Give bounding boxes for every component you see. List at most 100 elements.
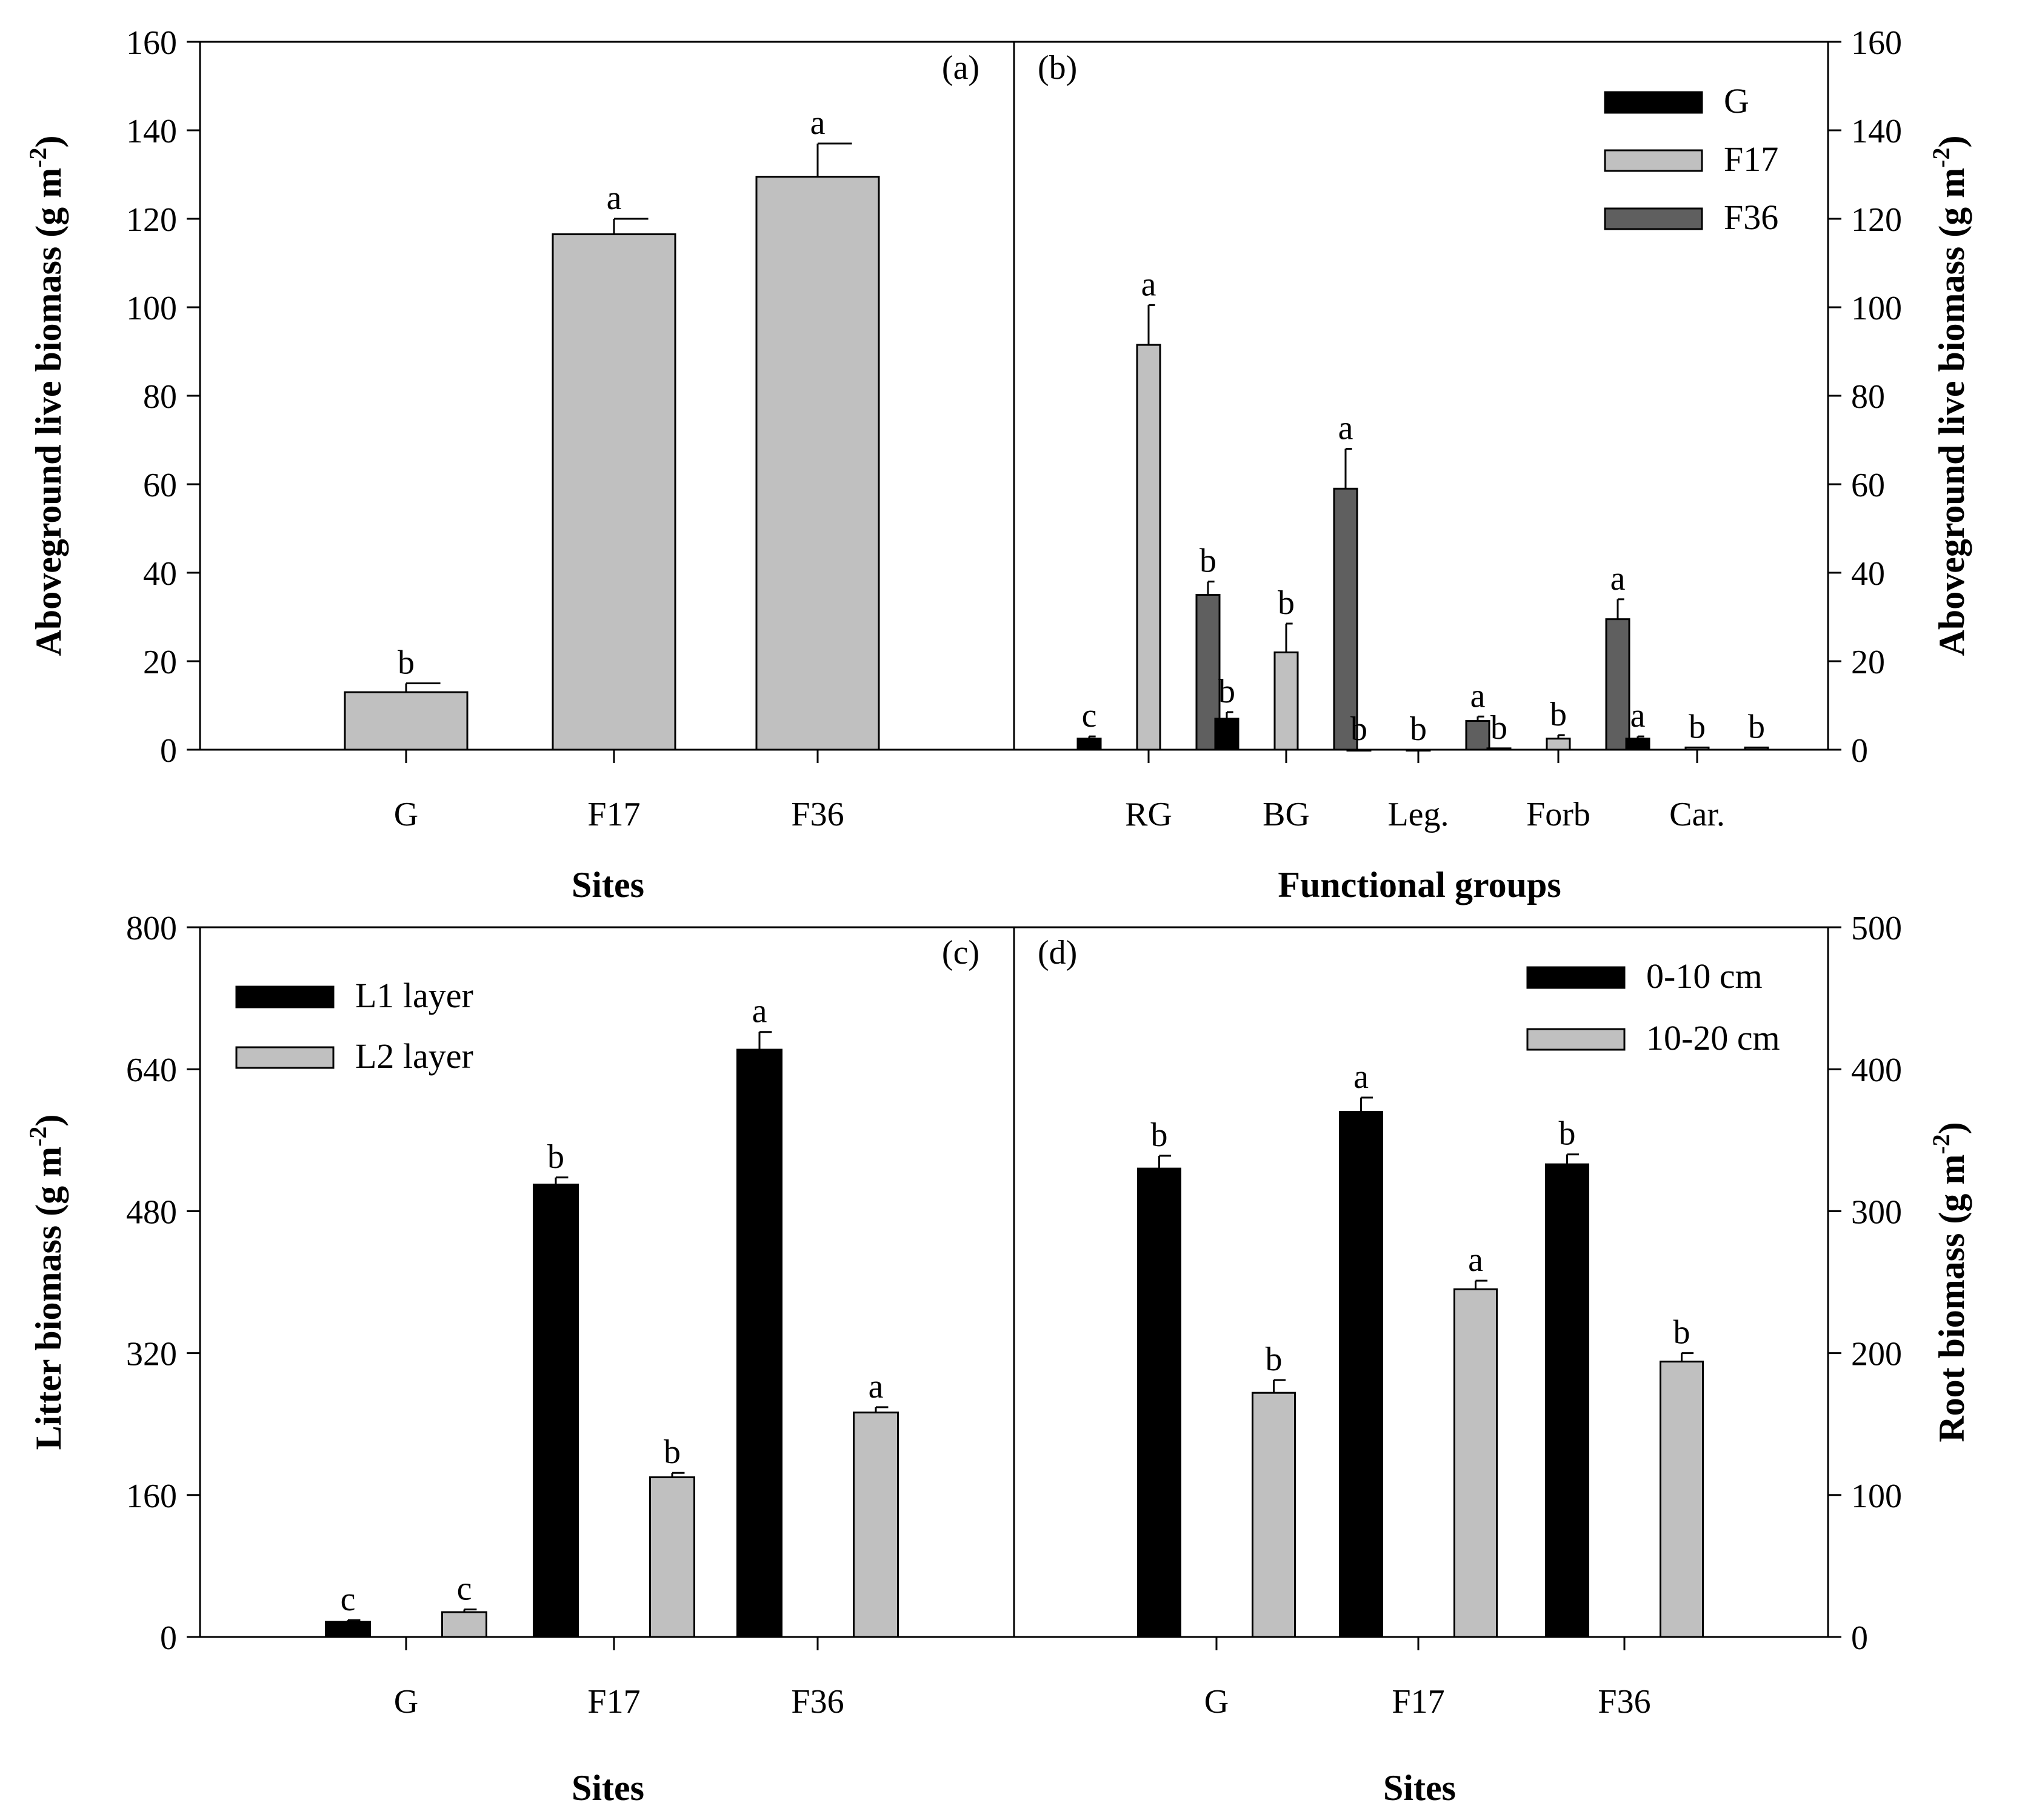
y-tick-label: 120 bbox=[126, 201, 177, 239]
bar-g-bg bbox=[1214, 718, 1240, 751]
x-tick-label: F36 bbox=[791, 796, 844, 833]
y-axis-title-end: ) bbox=[28, 136, 68, 148]
significance-letter: b bbox=[1151, 1116, 1168, 1154]
significance-letter: b bbox=[664, 1433, 681, 1471]
significance-letter: a bbox=[607, 179, 622, 217]
y-tick-label: 140 bbox=[1851, 113, 1902, 150]
significance-letter: b bbox=[1218, 673, 1235, 710]
legend-swatch bbox=[1604, 207, 1703, 230]
significance-letter: a bbox=[752, 993, 767, 1030]
y-tick-label: 640 bbox=[126, 1052, 177, 1089]
panel-label: (d) bbox=[1038, 934, 1077, 972]
panel-label: (b) bbox=[1038, 49, 1077, 87]
y-axis-title: Aboveground live biomass (g m-2) bbox=[24, 136, 68, 656]
bar-aboveground-live-biomass-f17 bbox=[552, 233, 676, 751]
significance-letter: b bbox=[1200, 542, 1216, 580]
significance-letter: a bbox=[1141, 265, 1156, 303]
bar-g-leg bbox=[1346, 748, 1372, 752]
y-tick-label: 320 bbox=[126, 1336, 177, 1373]
legend-swatch bbox=[1604, 91, 1703, 114]
panel-d: 0 100 200 300 400 500 G F17 F36 Sites Root biomass… bbox=[1013, 910, 1972, 1808]
y-axis-title-main: Aboveground live biomass (g m bbox=[28, 168, 68, 656]
legend: 0-10 cm 10-20 cm bbox=[1526, 956, 1780, 1058]
y-tick-label: 20 bbox=[143, 644, 177, 681]
bar-f17-leg bbox=[1406, 748, 1431, 752]
bar-g-forb bbox=[1486, 747, 1512, 751]
x-tick-label: F17 bbox=[1392, 1683, 1444, 1721]
bar-f17-car bbox=[1684, 746, 1710, 751]
significance-letter: b bbox=[398, 644, 415, 682]
significance-letter: b bbox=[547, 1138, 564, 1176]
y-axis-title: Litter biomass (g m-2) bbox=[24, 1115, 68, 1450]
bar-l1-layer-f36 bbox=[736, 1048, 782, 1638]
y-tick-label: 0 bbox=[160, 732, 177, 770]
significance-letter: b bbox=[1559, 1115, 1576, 1153]
y-tick-label: 60 bbox=[1851, 467, 1885, 504]
bar-l1-layer-f17 bbox=[533, 1183, 579, 1638]
y-tick-label: 160 bbox=[126, 1478, 177, 1515]
y-axis-title-sup: -2 bbox=[24, 148, 52, 168]
bar-f36-forb bbox=[1605, 618, 1630, 751]
significance-letter: b bbox=[1673, 1314, 1690, 1352]
y-tick-label: 80 bbox=[143, 378, 177, 416]
y-axis-title-main: Aboveground live biomass (g m bbox=[1932, 168, 1972, 656]
y-tick-label: 300 bbox=[1851, 1193, 1902, 1231]
y-tick-label: 200 bbox=[1851, 1336, 1902, 1373]
significance-letter: b bbox=[1410, 710, 1427, 748]
x-tick-label: F36 bbox=[1598, 1683, 1650, 1721]
x-tick-label: G bbox=[394, 796, 418, 833]
x-axis-title: Functional groups bbox=[1278, 865, 1561, 905]
bar-f17-rg bbox=[1136, 344, 1161, 751]
y-axis-title-main: Litter biomass (g m bbox=[28, 1147, 68, 1450]
y-axis-title-end: ) bbox=[1932, 1122, 1972, 1134]
bar-l1-layer-g bbox=[325, 1621, 371, 1638]
significance-letter: c bbox=[457, 1570, 472, 1608]
y-tick-label: 0 bbox=[1851, 1619, 1868, 1657]
x-tick-label: G bbox=[394, 1683, 418, 1721]
significance-letter: a bbox=[1630, 697, 1646, 735]
y-tick-label: 400 bbox=[1851, 1052, 1902, 1089]
y-tick-label: 100 bbox=[126, 290, 177, 327]
y-tick-label: 500 bbox=[1851, 910, 1902, 947]
panel-a: 0 20 40 60 80 100 120 140 160 G F17 F36 Sites Abovegr… bbox=[24, 24, 1015, 905]
bar-f36-leg bbox=[1465, 720, 1490, 751]
y-tick-label: 800 bbox=[126, 910, 177, 947]
panel-c: 0 160 320 480 640 800 G F17 F36 Sites Litter bioma… bbox=[24, 910, 1015, 1808]
y-tick-label: 0 bbox=[160, 1619, 177, 1657]
panel-b: 0 20 40 60 80 100 120 140 160 RG BG Leg. Forb Car. Fun… bbox=[1013, 24, 1972, 905]
bar-aboveground-live-biomass-g bbox=[344, 691, 469, 751]
legend-swatch bbox=[235, 1046, 335, 1069]
x-tick-label: F17 bbox=[587, 796, 640, 833]
legend-label: F36 bbox=[1724, 198, 1778, 237]
bar-l2-layer-f36 bbox=[853, 1412, 899, 1638]
y-tick-label: 120 bbox=[1851, 201, 1902, 239]
panel-label: (a) bbox=[942, 49, 979, 87]
y-tick-label: 20 bbox=[1851, 644, 1885, 681]
y-axis-title-sup: -2 bbox=[24, 1127, 52, 1147]
y-axis-title-end: ) bbox=[1932, 136, 1972, 148]
bar-10-20-cm-g bbox=[1252, 1392, 1296, 1638]
bar-f17-bg bbox=[1273, 651, 1299, 751]
significance-letter: a bbox=[1468, 1241, 1483, 1279]
bar-g-rg bbox=[1076, 738, 1102, 751]
y-tick-label: 60 bbox=[143, 467, 177, 504]
significance-letter: c bbox=[341, 1581, 356, 1618]
y-tick-label: 160 bbox=[126, 24, 177, 62]
y-axis-title-sup: -2 bbox=[1927, 1134, 1955, 1154]
significance-letter: a bbox=[1353, 1058, 1369, 1096]
legend-swatch bbox=[235, 985, 335, 1008]
x-tick-label: Forb bbox=[1526, 796, 1590, 833]
bar-l2-layer-f17 bbox=[649, 1476, 695, 1638]
bar-0-10-cm-g bbox=[1137, 1167, 1181, 1638]
y-tick-label: 100 bbox=[1851, 1478, 1902, 1515]
bar-g-car bbox=[1625, 738, 1650, 751]
y-tick-label: 100 bbox=[1851, 290, 1902, 327]
significance-letter: c bbox=[1082, 697, 1097, 735]
y-tick-label: 80 bbox=[1851, 378, 1885, 416]
y-tick-label: 0 bbox=[1851, 732, 1868, 770]
significance-letter: a bbox=[1470, 677, 1486, 715]
y-axis-title-end: ) bbox=[28, 1115, 68, 1127]
x-tick-label: Car. bbox=[1669, 796, 1725, 833]
y-tick-label: 480 bbox=[126, 1193, 177, 1231]
x-tick-label: Leg. bbox=[1387, 796, 1449, 833]
